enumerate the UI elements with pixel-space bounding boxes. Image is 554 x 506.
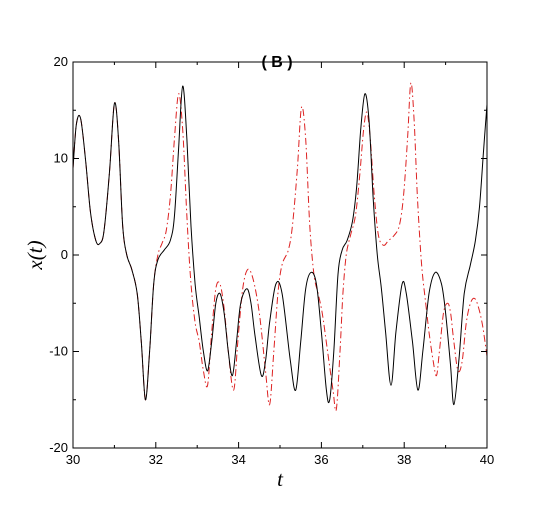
y-tick-label: -20 (49, 440, 68, 455)
plot-frame (72, 61, 488, 449)
y-tick-label: -10 (49, 344, 68, 359)
x-axis-label: t (277, 467, 284, 491)
series-line-1 (72, 85, 488, 406)
x-tick-label: 32 (149, 452, 163, 467)
y-tick-label: 10 (54, 151, 68, 166)
x-tick-label: 34 (231, 452, 245, 467)
y-tick-label: 20 (54, 54, 68, 69)
x-axis-ticks: 30 32 34 36 38 40 (66, 62, 494, 467)
x-tick-label: 30 (66, 452, 80, 467)
y-tick-label: 0 (61, 247, 68, 262)
plot-series (72, 82, 488, 412)
x-tick-label: 38 (397, 452, 411, 467)
y-axis-ticks: -20 -10 0 10 20 (49, 54, 487, 455)
y-axis-label: x(t) (23, 240, 47, 270)
x-tick-label: 40 (480, 452, 494, 467)
x-tick-label: 36 (314, 452, 328, 467)
series-line-2 (72, 82, 488, 412)
